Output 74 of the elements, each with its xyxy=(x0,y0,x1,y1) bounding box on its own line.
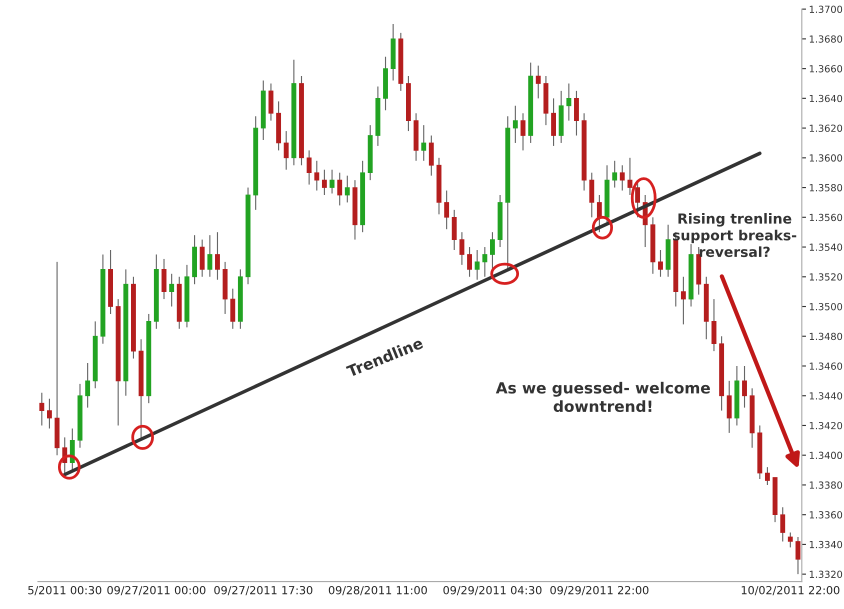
candlestick xyxy=(85,362,90,408)
y-tick-label: 1.3660 xyxy=(810,65,842,72)
y-tick-label: 1.3440 xyxy=(810,392,842,400)
candlestick xyxy=(796,536,800,575)
candlestick xyxy=(39,392,44,426)
candlestick xyxy=(421,124,426,162)
candlestick xyxy=(322,169,327,196)
y-tick-label: 1.3680 xyxy=(810,35,842,43)
candlestick xyxy=(589,172,594,218)
candlestick xyxy=(314,160,320,192)
y-tick-label: 1.3360 xyxy=(810,511,842,519)
y-tick-label: 1.3500 xyxy=(810,302,842,310)
candlestick xyxy=(230,288,236,330)
x-tick-label: 5/2011 00:30 xyxy=(28,586,102,596)
candlestick xyxy=(268,82,274,122)
y-tick-label: 1.3420 xyxy=(810,422,842,430)
x-tick-label: 09/27/2011 17:30 xyxy=(214,586,312,596)
y-tick-label: 1.3460 xyxy=(810,362,842,370)
candlestick xyxy=(444,190,450,230)
candlestick xyxy=(162,258,166,300)
candlestick xyxy=(536,65,541,99)
candlestick xyxy=(452,209,457,251)
candlestick xyxy=(726,380,732,434)
candlestick xyxy=(788,532,793,548)
y-tick-label: 1.3400 xyxy=(810,452,842,460)
candlestick xyxy=(490,232,495,270)
candlestick xyxy=(306,150,312,186)
candlestick xyxy=(169,273,174,308)
x-tick-label: 09/29/2011 04:30 xyxy=(443,586,542,596)
candlestick xyxy=(520,112,526,151)
candlestick xyxy=(482,246,488,278)
candlestick xyxy=(474,249,480,280)
candlestick xyxy=(207,234,212,278)
x-tick-label: 09/27/2011 00:00 xyxy=(107,586,206,596)
candlestick xyxy=(658,249,663,278)
candlestick xyxy=(566,82,572,122)
candlestick xyxy=(680,276,686,325)
y-tick-label: 1.3320 xyxy=(810,570,842,578)
candlestick xyxy=(459,232,464,266)
candlestick xyxy=(627,157,632,196)
candlestick xyxy=(337,172,342,206)
candlestick xyxy=(284,130,289,170)
y-tick-label: 1.3340 xyxy=(810,540,842,548)
y-tick-label: 1.3380 xyxy=(810,481,842,489)
annotation: As we guessed- welcome downtrend! xyxy=(496,382,710,412)
candlestick xyxy=(512,105,518,144)
candlestick xyxy=(620,164,625,192)
x-tick-label: 09/28/2011 11:00 xyxy=(328,586,427,596)
y-tick-label: 1.3540 xyxy=(810,244,842,251)
candlestick xyxy=(428,134,434,176)
y-tick-label: 1.3480 xyxy=(810,332,842,340)
candlestick xyxy=(46,398,52,429)
y-tick-label: 1.3620 xyxy=(810,124,842,132)
candlestick xyxy=(551,98,556,146)
candlestick xyxy=(200,239,205,278)
candlestick xyxy=(596,194,602,233)
candlestick xyxy=(780,506,786,542)
candlestick xyxy=(344,175,350,203)
y-tick-label: 1.3700 xyxy=(810,6,842,13)
y-tick-label: 1.3640 xyxy=(810,94,842,102)
candlestick xyxy=(574,90,579,136)
candlestick xyxy=(467,246,472,278)
candlestick xyxy=(330,169,334,194)
y-tick-label: 1.3580 xyxy=(810,184,842,192)
y-tick-label: 1.3600 xyxy=(810,154,842,162)
y-tick-label: 1.3560 xyxy=(810,214,842,222)
candlestick xyxy=(215,232,220,280)
x-tick-label: 10/02/2011 22:00 xyxy=(742,586,840,596)
candlestick xyxy=(742,365,747,408)
candlestick xyxy=(712,298,716,352)
x-tick-label: 09/29/2011 22:00 xyxy=(550,586,648,596)
candlestick xyxy=(764,466,770,486)
y-tick-label: 1.3520 xyxy=(810,273,842,281)
candlestick xyxy=(612,160,618,188)
